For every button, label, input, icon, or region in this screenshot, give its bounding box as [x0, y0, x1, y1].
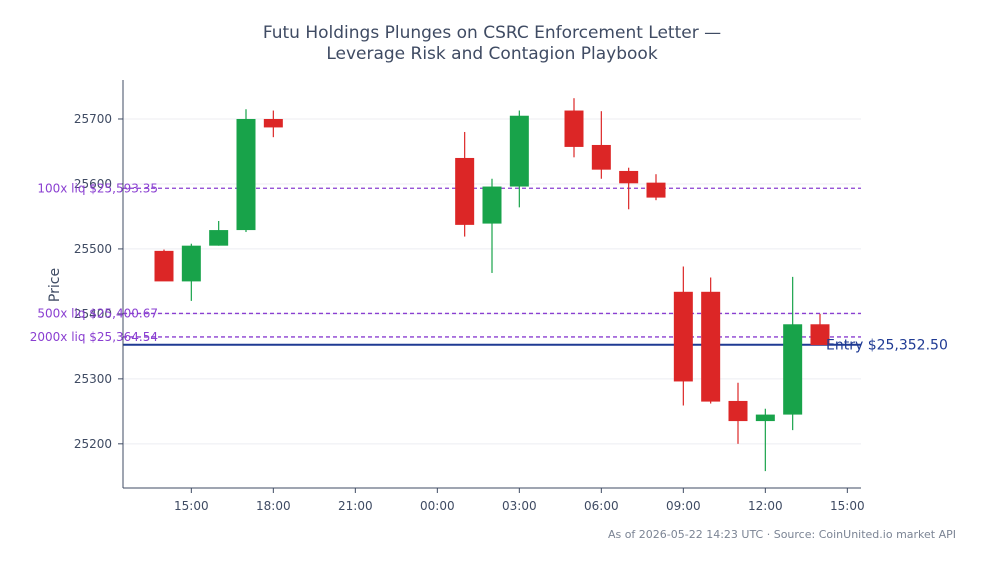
x-tick-label: 18:00 [256, 499, 291, 513]
candle-body [482, 186, 502, 224]
candle-down [591, 111, 611, 179]
chart-title-line-2: Leverage Risk and Contagion Playbook [326, 44, 658, 64]
candle-down [673, 266, 693, 406]
x-tick-label: 15:00 [830, 499, 865, 513]
y-axis-ticks: 25200 25300 25400 25500 25600 25700 [74, 112, 123, 451]
x-tick-label: 06:00 [584, 499, 619, 513]
candle-body [591, 144, 611, 170]
x-tick-label: 00:00 [420, 499, 455, 513]
candle-up [236, 109, 256, 233]
candle-down [728, 382, 748, 444]
candle-up [755, 408, 775, 472]
candle-body [755, 414, 775, 422]
candle-down [646, 174, 666, 201]
candle-body [783, 324, 803, 415]
x-tick-label: 03:00 [502, 499, 537, 513]
candle-down [701, 277, 721, 404]
candles [154, 98, 830, 472]
candle-body [455, 157, 475, 225]
candle-up [482, 178, 502, 273]
candle-body [673, 291, 693, 382]
candle-body [209, 230, 229, 246]
liquidation-label: 100x liq $25,593.35 [37, 181, 158, 195]
liquidation-label: 500x liq $25,400.67 [37, 306, 158, 320]
candle-body [810, 324, 830, 346]
chart-title-line-1: Futu Holdings Plunges on CSRC Enforcemen… [263, 23, 721, 43]
candle-body [701, 291, 721, 402]
x-tick-label: 15:00 [174, 499, 209, 513]
candle-down [455, 131, 475, 237]
y-tick-label: 25600 [74, 177, 112, 191]
y-axis-label: Price [47, 268, 63, 302]
candle-body [154, 250, 174, 282]
candle-up [509, 110, 529, 208]
candle-up [209, 220, 229, 246]
candle-up [783, 276, 803, 431]
candle-body [564, 110, 584, 147]
candle-body [236, 118, 256, 231]
candle-down [810, 313, 830, 346]
x-tick-label: 21:00 [338, 499, 373, 513]
candle-down [564, 98, 584, 158]
x-axis-ticks: 15:00 18:00 21:00 00:00 03:00 06:00 09:00 12:00… [174, 488, 865, 513]
candle-down [154, 249, 174, 282]
candle-body [619, 170, 639, 184]
y-tick-label: 25500 [74, 242, 112, 256]
candle-up [181, 243, 201, 301]
x-tick-label: 12:00 [748, 499, 783, 513]
candle-body [263, 118, 283, 128]
level-labels: 100x liq $25,593.35 500x liq $25,400.67 20… [30, 181, 948, 353]
y-tick-label: 25300 [74, 372, 112, 386]
candle-body [509, 115, 529, 187]
candle-body [181, 245, 201, 282]
y-tick-label: 25400 [74, 307, 112, 321]
y-tick-label: 25700 [74, 112, 112, 126]
candle-body [728, 400, 748, 422]
candle-down [619, 167, 639, 210]
candle-down [263, 110, 283, 138]
y-tick-label: 25200 [74, 437, 112, 451]
entry-label: Entry $25,352.50 [826, 338, 948, 354]
footer-source: As of 2026-05-22 14:23 UTC · Source: Coi… [608, 528, 956, 541]
liquidation-label: 2000x liq $25,364.54 [30, 330, 158, 344]
x-tick-label: 09:00 [666, 499, 701, 513]
gridlines [123, 118, 861, 445]
candle-body [646, 182, 666, 198]
